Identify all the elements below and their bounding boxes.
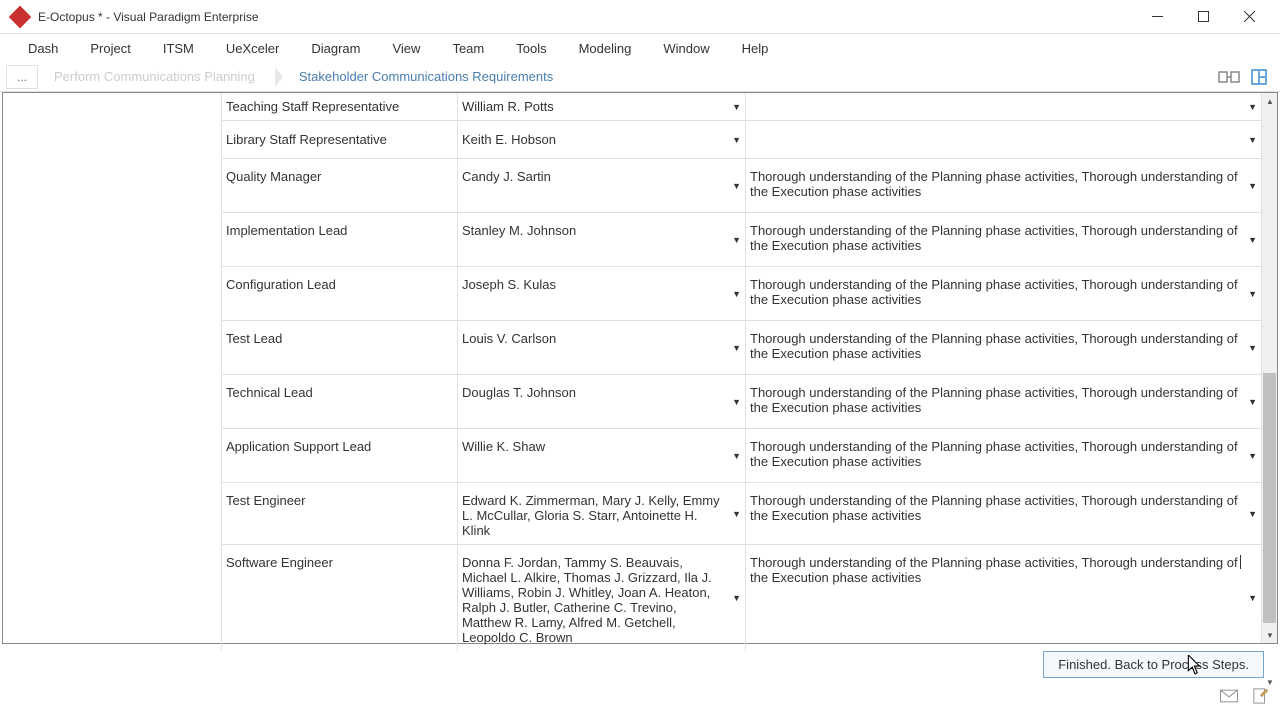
table-row: Teaching Staff Representative William R.… bbox=[221, 93, 1261, 121]
dropdown-icon[interactable]: ▼ bbox=[1248, 397, 1257, 407]
cell-requirements[interactable]: Thorough understanding of the Planning p… bbox=[745, 545, 1261, 651]
vertical-scrollbar[interactable]: ▲ ▼ bbox=[1261, 93, 1277, 643]
cell-name[interactable]: Donna F. Jordan, Tammy S. Beauvais, Mich… bbox=[457, 545, 745, 651]
dropdown-icon[interactable]: ▼ bbox=[1248, 343, 1257, 353]
stakeholder-table: Teaching Staff Representative William R.… bbox=[221, 93, 1261, 643]
dropdown-icon[interactable]: ▼ bbox=[1248, 102, 1257, 112]
cell-name[interactable]: William R. Potts▼ bbox=[457, 93, 745, 120]
menu-dash[interactable]: Dash bbox=[12, 37, 74, 60]
dropdown-icon[interactable]: ▼ bbox=[1248, 135, 1257, 145]
cell-role[interactable]: Quality Manager bbox=[221, 159, 457, 212]
dropdown-icon[interactable]: ▼ bbox=[732, 593, 741, 603]
table-row: Configuration Lead Joseph S. Kulas▼ Thor… bbox=[221, 267, 1261, 321]
menu-modeling[interactable]: Modeling bbox=[563, 37, 648, 60]
table-wrap: Teaching Staff Representative William R.… bbox=[221, 93, 1277, 643]
dropdown-icon[interactable]: ▼ bbox=[1248, 509, 1257, 519]
cell-requirements[interactable]: Thorough understanding of the Planning p… bbox=[745, 429, 1261, 482]
cell-requirements[interactable]: Thorough understanding of the Planning p… bbox=[745, 159, 1261, 212]
minimize-button[interactable] bbox=[1134, 2, 1180, 32]
dropdown-icon[interactable]: ▼ bbox=[1248, 235, 1257, 245]
cell-name[interactable]: Willie K. Shaw▼ bbox=[457, 429, 745, 482]
dropdown-icon[interactable]: ▼ bbox=[732, 343, 741, 353]
left-panel bbox=[3, 93, 221, 643]
cell-requirements[interactable]: Thorough understanding of the Planning p… bbox=[745, 267, 1261, 320]
menu-diagram[interactable]: Diagram bbox=[295, 37, 376, 60]
titlebar: E-Octopus * - Visual Paradigm Enterprise bbox=[0, 0, 1280, 34]
edit-icon[interactable] bbox=[1252, 688, 1270, 709]
cell-role[interactable]: Library Staff Representative bbox=[221, 121, 457, 158]
menu-project[interactable]: Project bbox=[74, 37, 146, 60]
window-title: E-Octopus * - Visual Paradigm Enterprise bbox=[38, 10, 259, 24]
cell-requirements[interactable]: ▼ bbox=[745, 93, 1261, 120]
app-icon bbox=[9, 5, 32, 28]
dropdown-icon[interactable]: ▼ bbox=[1248, 593, 1257, 603]
cell-role[interactable]: Technical Lead bbox=[221, 375, 457, 428]
cell-name[interactable]: Candy J. Sartin▼ bbox=[457, 159, 745, 212]
cell-name[interactable]: Keith E. Hobson▼ bbox=[457, 121, 745, 158]
cell-role[interactable]: Test Engineer bbox=[221, 483, 457, 544]
toolbar-icon-1[interactable] bbox=[1214, 65, 1244, 89]
cell-requirements[interactable]: Thorough understanding of the Planning p… bbox=[745, 375, 1261, 428]
dropdown-icon[interactable]: ▼ bbox=[732, 181, 741, 191]
cell-role[interactable]: Configuration Lead bbox=[221, 267, 457, 320]
dropdown-icon[interactable]: ▼ bbox=[1248, 181, 1257, 191]
dropdown-icon[interactable]: ▼ bbox=[732, 289, 741, 299]
breadcrumb-bar: ... Perform Communications Planning Stak… bbox=[0, 62, 1280, 92]
menu-tools[interactable]: Tools bbox=[500, 37, 562, 60]
cell-role[interactable]: Test Lead bbox=[221, 321, 457, 374]
table-row: Application Support Lead Willie K. Shaw▼… bbox=[221, 429, 1261, 483]
scroll-up-icon[interactable]: ▲ bbox=[1262, 93, 1278, 109]
breadcrumb-more-button[interactable]: ... bbox=[6, 65, 38, 89]
scroll-down-icon[interactable]: ▼ bbox=[1262, 627, 1278, 643]
cell-requirements[interactable]: Thorough understanding of the Planning p… bbox=[745, 213, 1261, 266]
scroll-thumb[interactable] bbox=[1263, 373, 1276, 623]
dropdown-icon[interactable]: ▼ bbox=[1248, 451, 1257, 461]
cell-role[interactable]: Application Support Lead bbox=[221, 429, 457, 482]
table-row: Quality Manager Candy J. Sartin▼ Thoroug… bbox=[221, 159, 1261, 213]
dropdown-icon[interactable]: ▼ bbox=[1248, 289, 1257, 299]
maximize-button[interactable] bbox=[1180, 2, 1226, 32]
content-area: Teaching Staff Representative William R.… bbox=[2, 92, 1278, 644]
dropdown-icon[interactable]: ▼ bbox=[732, 397, 741, 407]
mail-icon[interactable] bbox=[1220, 688, 1238, 709]
statusbar bbox=[0, 684, 1280, 712]
cell-name[interactable]: Edward K. Zimmerman, Mary J. Kelly, Emmy… bbox=[457, 483, 745, 544]
dropdown-icon[interactable]: ▼ bbox=[732, 451, 741, 461]
cell-requirements[interactable]: ▼ bbox=[745, 121, 1261, 158]
dropdown-icon[interactable]: ▼ bbox=[732, 509, 741, 519]
breadcrumb-item[interactable]: Perform Communications Planning bbox=[40, 65, 275, 89]
menu-help[interactable]: Help bbox=[726, 37, 785, 60]
cell-role[interactable]: Teaching Staff Representative bbox=[221, 93, 457, 120]
cell-name[interactable]: Douglas T. Johnson▼ bbox=[457, 375, 745, 428]
finish-button[interactable]: Finished. Back to Process Steps. bbox=[1043, 651, 1264, 678]
breadcrumb-item-active[interactable]: Stakeholder Communications Requirements bbox=[285, 65, 573, 89]
toolbar-icon-2[interactable] bbox=[1244, 65, 1274, 89]
menu-itsm[interactable]: ITSM bbox=[147, 37, 210, 60]
table-row: Implementation Lead Stanley M. Johnson▼ … bbox=[221, 213, 1261, 267]
table-row: Test Engineer Edward K. Zimmerman, Mary … bbox=[221, 483, 1261, 545]
text-cursor bbox=[1240, 555, 1241, 569]
outer-scroll-down-icon[interactable]: ▼ bbox=[1263, 675, 1277, 689]
menu-team[interactable]: Team bbox=[436, 37, 500, 60]
dropdown-icon[interactable]: ▼ bbox=[732, 102, 741, 112]
cell-name[interactable]: Louis V. Carlson▼ bbox=[457, 321, 745, 374]
cell-requirements[interactable]: Thorough understanding of the Planning p… bbox=[745, 321, 1261, 374]
cell-role[interactable]: Software Engineer bbox=[221, 545, 457, 651]
menu-view[interactable]: View bbox=[376, 37, 436, 60]
dropdown-icon[interactable]: ▼ bbox=[732, 135, 741, 145]
cell-role[interactable]: Implementation Lead bbox=[221, 213, 457, 266]
menu-uexceler[interactable]: UeXceler bbox=[210, 37, 295, 60]
dropdown-icon[interactable]: ▼ bbox=[732, 235, 741, 245]
close-button[interactable] bbox=[1226, 2, 1272, 32]
cell-name[interactable]: Joseph S. Kulas▼ bbox=[457, 267, 745, 320]
table-row: Technical Lead Douglas T. Johnson▼ Thoro… bbox=[221, 375, 1261, 429]
table-row: Test Lead Louis V. Carlson▼ Thorough und… bbox=[221, 321, 1261, 375]
cell-requirements[interactable]: Thorough understanding of the Planning p… bbox=[745, 483, 1261, 544]
cell-name[interactable]: Stanley M. Johnson▼ bbox=[457, 213, 745, 266]
table-row: Software Engineer Donna F. Jordan, Tammy… bbox=[221, 545, 1261, 651]
table-row: Library Staff Representative Keith E. Ho… bbox=[221, 121, 1261, 159]
menu-window[interactable]: Window bbox=[647, 37, 725, 60]
menubar: Dash Project ITSM UeXceler Diagram View … bbox=[0, 34, 1280, 62]
